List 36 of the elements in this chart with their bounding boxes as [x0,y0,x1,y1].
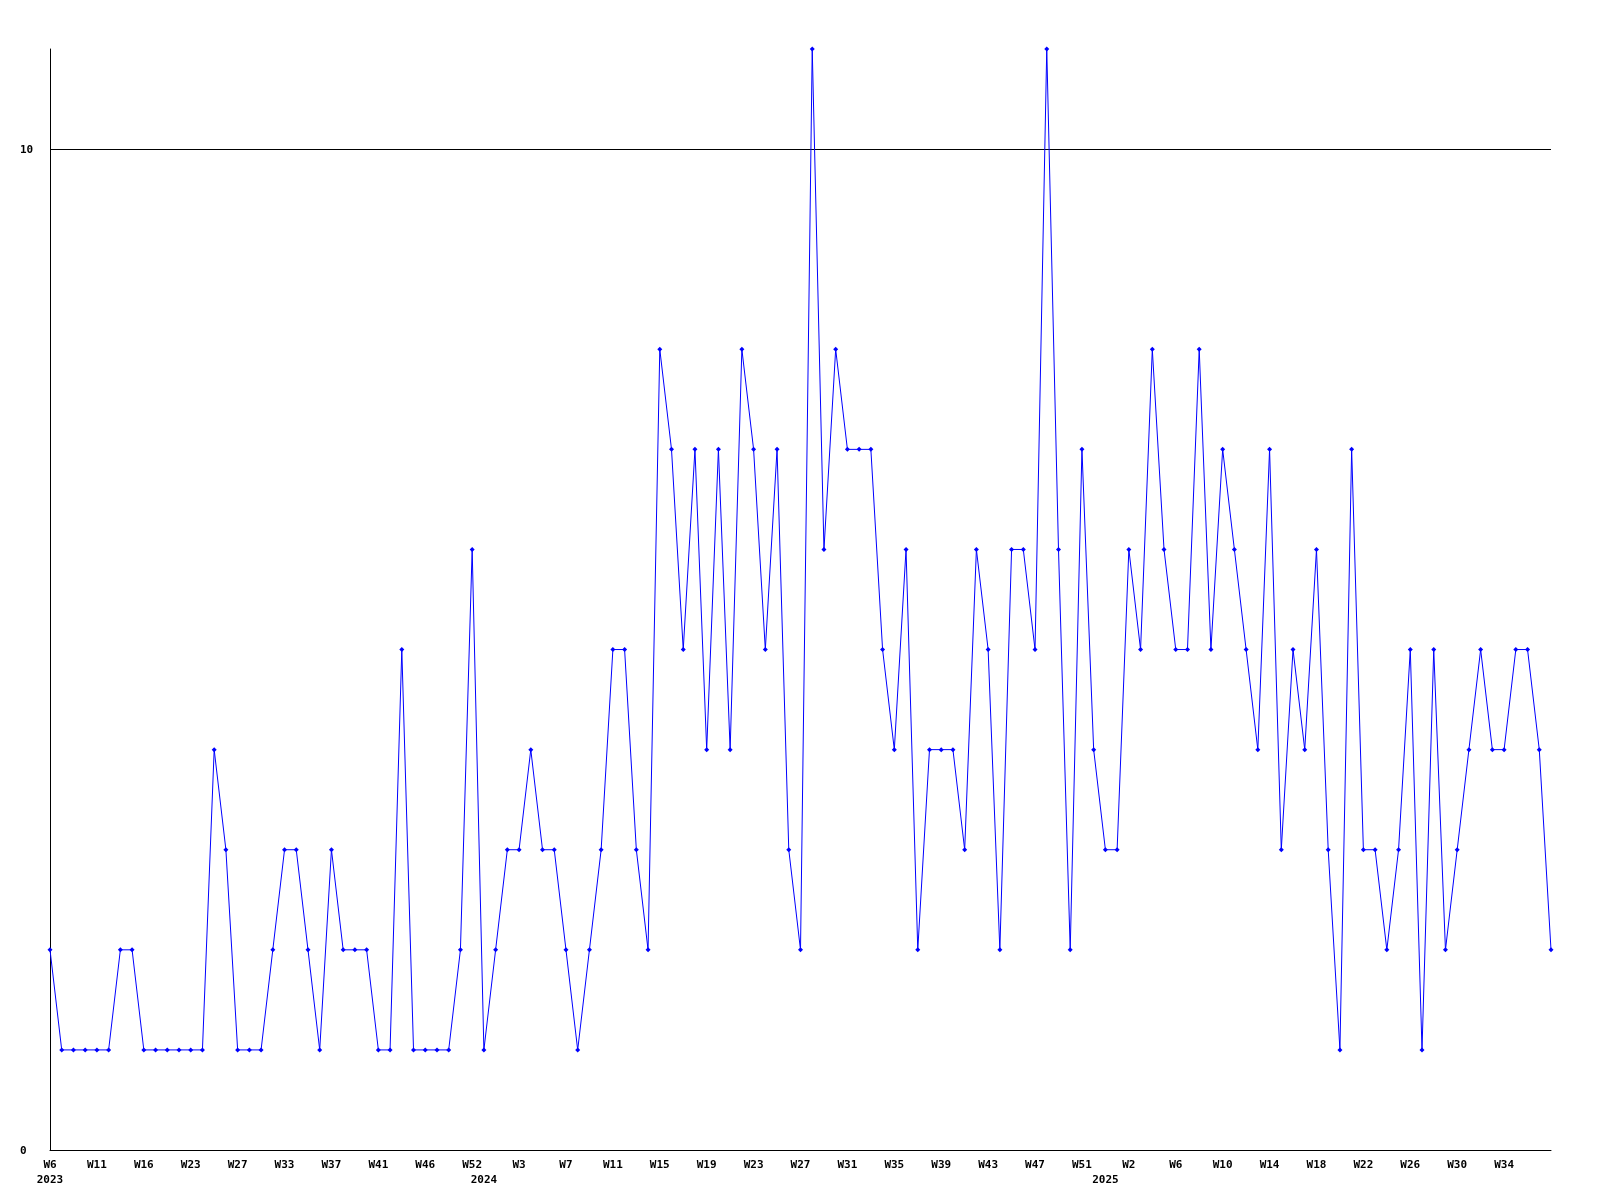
x-tick-label: W11 [86,1158,108,1171]
x-tick-label: W23 [743,1158,764,1171]
x-tick-label: W16 [133,1158,155,1171]
x-tick-label: W14 [1259,1158,1280,1171]
x-tick-label: W39 [931,1158,952,1171]
y-tick-label: 10 [20,142,34,156]
x-tick-label: W43 [978,1158,999,1171]
x-tick-label: W47 [1025,1158,1045,1171]
x-tick-label: W35 [884,1158,905,1171]
x-tick-label: W7 [559,1158,573,1171]
x-tick-label: W2 [1122,1158,1136,1171]
x-tick-label: W26 [1400,1158,1421,1171]
y-tick-label: 0 [20,1143,27,1157]
x-tick-label: W27 [790,1158,811,1171]
x-tick-label: W33 [274,1158,295,1171]
x-tick-label: W3 [512,1158,526,1171]
x-tick-label: W27 [227,1158,248,1171]
x-tick-label: 2024 [470,1173,498,1186]
x-tick-label: 2025 [1092,1173,1119,1186]
x-tick-label: W31 [837,1158,858,1171]
x-tick-label: W6 2023 [36,1158,64,1186]
x-tick-label: W19 [696,1158,717,1171]
x-tick-label: W23 [180,1158,201,1171]
x-tick-label: W51 [1072,1158,1093,1171]
x-tick-label: W52 [462,1158,483,1171]
x-tick-label: W6 [1169,1158,1183,1171]
x-tick-label: W46 [415,1158,436,1171]
x-tick-label: W37 [321,1158,342,1171]
x-tick-label: W18 [1306,1158,1327,1171]
x-tick-label: W41 [368,1158,389,1171]
x-tick-label: W10 [1212,1158,1233,1171]
x-tick-label: W15 [649,1158,670,1171]
x-tick-label: W30 [1447,1158,1468,1171]
x-tick-label: W22 [1353,1158,1374,1171]
x-tick-label: W11 [602,1158,624,1171]
x-tick-label: W34 [1494,1158,1515,1171]
